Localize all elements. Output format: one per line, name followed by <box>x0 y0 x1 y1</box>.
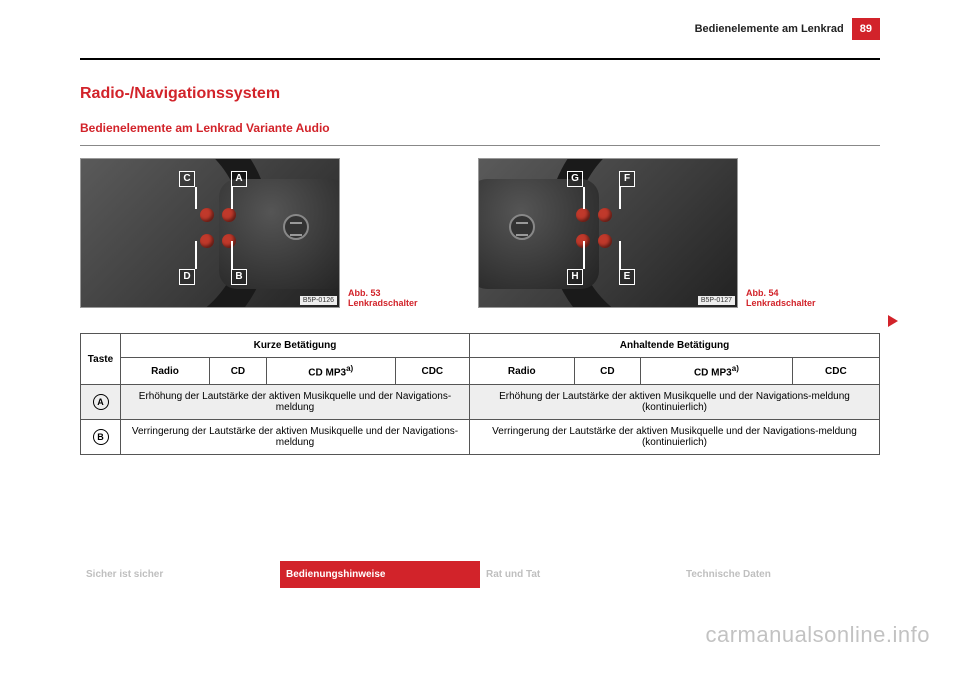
th-col: Radio <box>121 358 210 385</box>
tab-tips[interactable]: Rat und Tat <box>480 561 680 588</box>
tab-operating[interactable]: Bedienungshinweise <box>280 561 480 588</box>
callout-marker: F <box>619 171 635 187</box>
callout-marker: C <box>179 171 195 187</box>
brand-logo-icon <box>283 214 309 240</box>
figure-caption: Abb. 53 Lenkradschalter <box>348 288 438 308</box>
page-header: Bedienelemente am Lenkrad 89 <box>80 18 880 40</box>
callout-marker: D <box>179 269 195 285</box>
th-col: CD <box>210 358 267 385</box>
tab-techdata[interactable]: Technische Daten <box>680 561 880 588</box>
callout-line <box>231 241 233 269</box>
table-wrap: Taste Kurze Betätigung Anhaltende Betäti… <box>80 333 880 455</box>
brand-logo-icon <box>509 214 535 240</box>
th-col-label: CD MP3 <box>694 367 732 378</box>
tab-safety[interactable]: Sicher ist sicher <box>80 561 280 588</box>
figure-row: C A D B B5P-0126 Abb. 53 Lenkradschalter <box>80 158 880 308</box>
wheel-button <box>576 208 590 222</box>
controls-table: Taste Kurze Betätigung Anhaltende Betäti… <box>80 333 880 455</box>
section-title: Bedienelemente am Lenkrad <box>695 23 844 35</box>
cell-short: Verringerung der Lautstärke der aktiven … <box>121 420 470 455</box>
control-cluster <box>196 204 246 260</box>
divider <box>80 145 880 146</box>
page-number: 89 <box>852 18 880 40</box>
th-col: CDC <box>395 358 469 385</box>
callout-line <box>231 187 233 209</box>
cell-short: Erhöhung der Lautstärke der aktiven Musi… <box>121 385 470 420</box>
wheel-button <box>598 208 612 222</box>
callout-line <box>619 187 621 209</box>
figure-left: C A D B B5P-0126 <box>80 158 340 308</box>
footnote-ref: a) <box>732 364 739 373</box>
callout-marker: G <box>567 171 583 187</box>
cell-long: Erhöhung der Lautstärke der aktiven Musi… <box>469 385 879 420</box>
figure-right: G F H E B5P-0127 <box>478 158 738 308</box>
callout-marker: H <box>567 269 583 285</box>
heading-2: Bedienelemente am Lenkrad Variante Audio <box>80 121 880 135</box>
figure-caption: Abb. 54 Lenkradschalter <box>746 288 836 308</box>
heading-1: Radio-/Navigationssystem <box>80 85 880 103</box>
header-rule <box>80 58 880 60</box>
wheel-button <box>598 234 612 248</box>
key-label: B <box>93 429 109 445</box>
th-col: CD MP3a) <box>266 358 395 385</box>
th-col: CD <box>574 358 641 385</box>
callout-line <box>195 241 197 269</box>
callout-line <box>619 241 621 269</box>
figure-code: B5P-0126 <box>300 296 337 305</box>
table-row: A Erhöhung der Lautstärke der aktiven Mu… <box>81 385 880 420</box>
th-long: Anhaltende Betätigung <box>469 334 879 358</box>
figure-right-wrap: G F H E B5P-0127 Abb. 54 Lenkradschalter <box>478 158 836 308</box>
footer-tabs: Sicher ist sicher Bedienungshinweise Rat… <box>80 561 880 588</box>
watermark: carmanualsonline.info <box>705 622 930 648</box>
continuation-arrow-icon <box>888 315 898 327</box>
callout-marker: A <box>231 171 247 187</box>
table-row: B Verringerung der Lautstärke der aktive… <box>81 420 880 455</box>
key-cell: B <box>81 420 121 455</box>
wheel-button <box>200 208 214 222</box>
th-col: CD MP3a) <box>641 358 793 385</box>
footnote-ref: a) <box>346 364 353 373</box>
key-cell: A <box>81 385 121 420</box>
th-col: Radio <box>469 358 574 385</box>
cell-long: Verringerung der Lautstärke der aktiven … <box>469 420 879 455</box>
th-taste: Taste <box>81 334 121 385</box>
figure-code: B5P-0127 <box>698 296 735 305</box>
wheel-button <box>222 234 236 248</box>
key-label: A <box>93 394 109 410</box>
callout-line <box>583 241 585 269</box>
wheel-button <box>200 234 214 248</box>
control-cluster <box>572 204 622 260</box>
th-short: Kurze Betätigung <box>121 334 470 358</box>
callout-marker: E <box>619 269 635 285</box>
callout-line <box>195 187 197 209</box>
callout-line <box>583 187 585 209</box>
manual-page: Bedienelemente am Lenkrad 89 Radio-/Navi… <box>80 50 880 455</box>
th-col-label: CD MP3 <box>308 367 346 378</box>
th-col: CDC <box>792 358 879 385</box>
wheel-button <box>222 208 236 222</box>
callout-marker: B <box>231 269 247 285</box>
figure-left-wrap: C A D B B5P-0126 Abb. 53 Lenkradschalter <box>80 158 438 308</box>
